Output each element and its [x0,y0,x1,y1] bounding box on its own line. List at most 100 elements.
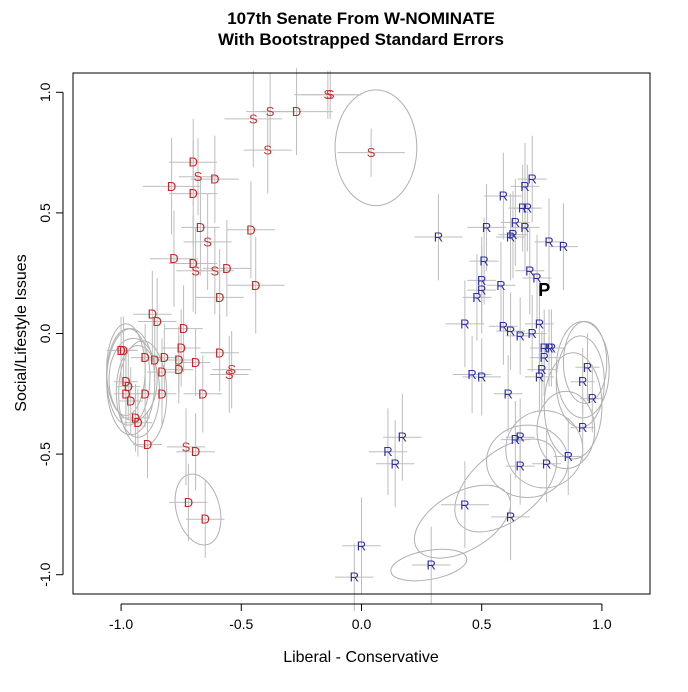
senator-point-13: D [246,222,255,237]
error-bar-layer [106,68,605,611]
senator-point-27: D [119,343,128,358]
senator-point-9: D [210,172,219,187]
senator-point-86: R [535,369,544,384]
senator-point-31: D [150,353,159,368]
senator-point-67: R [532,271,541,286]
senator-point-91: R [398,430,407,445]
senator-point-45: D [131,410,140,425]
senator-point-69: R [496,278,505,293]
senator-point-36: D [157,365,166,380]
senator-point-58: R [482,220,491,235]
x-tick-label-2: 0.0 [352,616,372,632]
senator-point-89: R [588,391,597,406]
senator-point-0: S [324,87,333,102]
senator-point-90: R [578,420,587,435]
senator-point-30: D [160,350,169,365]
senator-point-17: D [222,261,231,276]
senator-point-51: D [201,512,210,527]
confidence-ellipse-4 [108,337,158,421]
senator-point-104: P [538,280,550,300]
senator-point-35: S [227,362,236,377]
senator-point-54: R [499,189,508,204]
senator-point-42: D [157,386,166,401]
senator-point-43: D [198,386,207,401]
senator-point-79: R [544,340,553,355]
senator-point-63: R [544,234,553,249]
senator-point-87: R [578,374,587,389]
senator-point-88: R [503,386,512,401]
confidence-ellipse-16 [413,484,512,559]
x-tick-label-4: 1.0 [592,616,612,632]
senator-point-23: D [152,314,161,329]
senator-point-55: R [518,201,527,216]
senator-point-38: D [121,374,130,389]
x-tick-label-0: -1.0 [109,616,133,632]
senator-point-41: D [140,386,149,401]
senator-point-11: D [189,186,198,201]
senator-point-2: D [292,104,301,119]
senator-point-6: S [367,145,376,160]
senator-point-66: R [525,263,534,278]
confidence-ellipse-7 [174,473,222,546]
senator-point-100: R [506,509,515,524]
senator-point-93: R [511,432,520,447]
confidence-ellipse-11 [543,352,603,460]
senator-point-94: R [383,444,392,459]
senator-point-62: R [506,230,515,245]
senator-point-70: R [477,283,486,298]
senator-point-72: R [460,316,469,331]
senator-point-96: R [390,456,399,471]
senator-point-28: D [215,345,224,360]
senator-point-83: R [537,362,546,377]
y-axis: -1.0 -0.5 0.0 0.5 1.0 [37,82,64,587]
senator-point-19: S [191,263,200,278]
senator-point-103: R [350,570,359,585]
senator-point-34: D [174,362,183,377]
senator-point-65: R [479,254,488,269]
confidence-ellipse-12 [536,390,596,470]
senator-point-81: R [540,350,549,365]
senator-point-92: R [515,430,524,445]
y-tick-label-0: -1.0 [37,562,53,586]
senator-point-3: S [266,104,275,119]
senator-point-8: S [194,169,203,184]
y-tick-label-2: 0.0 [37,324,53,344]
senator-point-7: D [189,155,198,170]
plot-frame [72,72,651,595]
senator-point-61: R [434,230,443,245]
senator-point-12: D [196,220,205,235]
senator-point-57: R [511,215,520,230]
senator-point-4: S [249,111,258,126]
x-tick-label-1: -0.5 [229,616,253,632]
senator-point-33: D [191,355,200,370]
senator-point-76: R [528,326,537,341]
senator-point-74: R [535,316,544,331]
senator-point-47: D [143,437,152,452]
senator-point-59: R [520,220,529,235]
senator-point-32: D [174,353,183,368]
senator-point-22: D [148,307,157,322]
confidence-ellipse-0 [334,89,418,207]
senator-point-25: D [176,340,185,355]
senator-point-24: D [179,321,188,336]
chart-subtitle: With Bootstrapped Standard Errors [218,30,504,49]
chart-title: 107th Senate From W-NOMINATE [227,9,495,28]
senator-point-56: R [523,201,532,216]
senator-point-68: R [477,273,486,288]
senator-point-73: R [499,319,508,334]
senator-point-37: S [225,367,234,382]
senator-point-46: D [133,415,142,430]
x-tick-label-3: 0.5 [472,616,492,632]
senator-point-50: D [184,495,193,510]
senator-point-71: R [472,290,481,305]
senator-point-98: R [515,459,524,474]
x-axis: -1.0 -0.5 0.0 0.5 1.0 [109,603,612,632]
y-axis-label: Social/Lifestyle Issues [13,254,30,411]
confidence-ellipse-14 [486,424,569,499]
senator-point-77: R [515,328,524,343]
senator-point-84: R [467,367,476,382]
senator-point-16: D [189,256,198,271]
